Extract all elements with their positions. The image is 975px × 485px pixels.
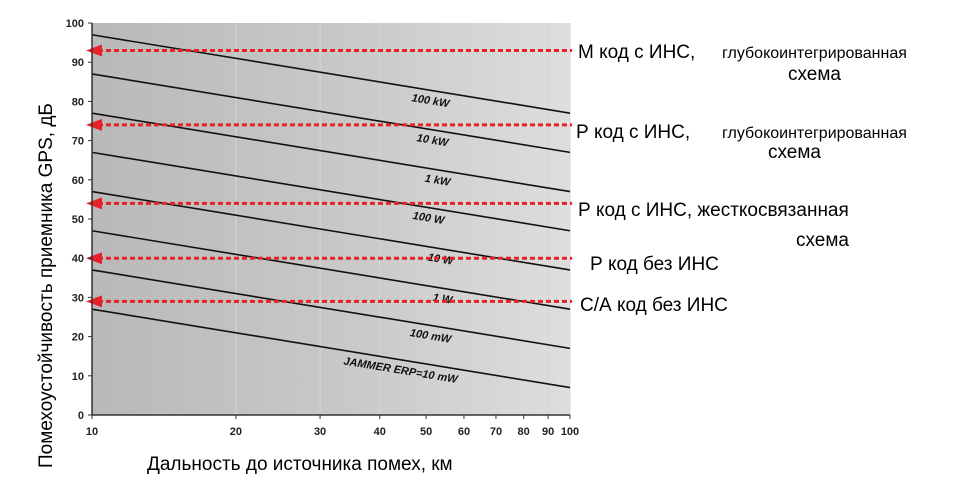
requirement-labels: М код с ИНС, глубокоинтегрированнаясхемаР… [576, 42, 907, 316]
requirement-label-line2: схема [768, 142, 821, 163]
series-line [91, 151, 571, 232]
series-line [91, 269, 571, 350]
series-label: 10 kW [416, 132, 451, 149]
requirement-label-line2: схема [788, 64, 841, 85]
x-tick-label: 100 [561, 426, 579, 438]
x-tick-label: 60 [458, 426, 470, 438]
series-label: 10 W [427, 252, 456, 268]
y-tick-label: 0 [78, 410, 84, 422]
x-tick-label: 70 [490, 426, 502, 438]
requirement-label: Р код с ИНС, жесткосвязанная [578, 200, 849, 221]
series-line [91, 229, 571, 310]
x-tick-label: 20 [230, 426, 242, 438]
requirement-label: Р код без ИНС [590, 254, 719, 275]
series-line [91, 73, 571, 154]
y-tick-label: 30 [72, 292, 84, 304]
y-tick-label: 100 [66, 18, 84, 30]
x-tick-label: 90 [542, 426, 554, 438]
series-label: 100 W [412, 210, 447, 227]
series-label: 1 kW [424, 173, 453, 189]
series-label: 1 W [432, 292, 455, 307]
y-tick-label: 50 [72, 214, 84, 226]
x-tick-label: 10 [86, 426, 98, 438]
y-tick-label: 60 [72, 175, 84, 187]
x-tick-label: 30 [314, 426, 326, 438]
series-line [91, 33, 571, 114]
threshold-arrowhead [86, 118, 102, 131]
plot-area [92, 23, 570, 415]
y-axis-title: Помехоустойчивость приемника GPS, дБ [36, 103, 57, 468]
threshold-arrowhead [86, 252, 102, 265]
requirement-label-cont: глубокоинтегрированная [722, 45, 907, 62]
x-tick-label: 50 [420, 426, 432, 438]
requirement-label-line2: схема [796, 230, 849, 251]
y-tick-label: 70 [72, 136, 84, 148]
y-tick-label: 10 [72, 371, 84, 383]
requirement-label: М код с ИНС, [578, 42, 695, 63]
series-line [91, 308, 571, 389]
threshold-lines [86, 44, 572, 308]
x-tick-label: 80 [518, 426, 530, 438]
x-tick-label: 40 [374, 426, 386, 438]
x-axis-title: Дальность до источника помех, км [147, 454, 453, 475]
requirement-label: С/А код без ИНС [580, 295, 728, 316]
requirement-label: Р код с ИНС, [576, 122, 690, 143]
threshold-arrowhead [86, 295, 102, 308]
threshold-arrowhead [86, 197, 102, 210]
y-tick-label: 40 [72, 253, 84, 265]
y-tick-label: 80 [72, 96, 84, 108]
y-tick-label: 90 [72, 57, 84, 69]
requirement-label-cont: глубокоинтегрированная [722, 125, 907, 142]
threshold-arrowhead [86, 44, 102, 57]
y-tick-label: 20 [72, 332, 84, 344]
